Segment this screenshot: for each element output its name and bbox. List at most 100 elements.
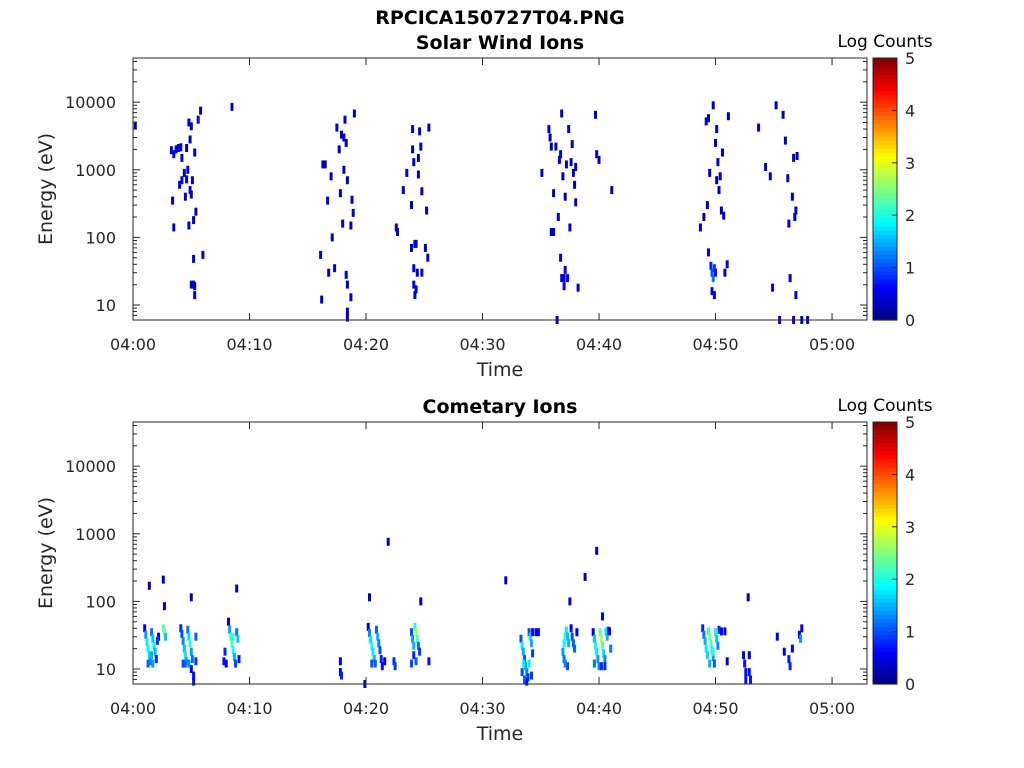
panel-solar-wind: Solar Wind Ions 04:00 04:10 04:20 04:30 04:4… [35,32,933,381]
colorbar-segment [873,540,897,546]
heatmap-cell [335,123,339,132]
colorbar-segment [873,229,897,235]
panel-title-solar-wind: Solar Wind Ions [416,32,584,54]
colorbar-segment [873,528,897,534]
colorbar-segment [873,184,897,190]
colorbar-segment [873,291,897,297]
colorbar-segment [873,598,897,603]
heatmap-cell [702,213,706,221]
heatmap-cell [151,659,155,668]
heatmap-cell [787,655,791,664]
figure-title: RPCICA150727T04.PNG [375,7,625,29]
heatmap-cell [412,651,416,660]
heatmap-cell [536,628,540,637]
heatmap-cell [190,655,194,664]
colorbar-tick-label: 3 [905,154,915,173]
colorbar-segment [873,111,897,116]
heatmap-cell [418,647,422,656]
heatmap-cell [604,627,608,636]
heatmap-cell [427,123,431,132]
colorbar-segment [873,557,897,562]
heatmap-cell [523,655,526,664]
heatmap-cell [603,655,607,664]
heatmap-cell [570,140,574,149]
heatmap-cell [531,649,535,658]
colorbar-segment [873,176,897,182]
heatmap-cell [418,127,422,136]
heatmap-cell [419,597,423,606]
heatmap-cell [192,254,196,263]
heatmap-cell [716,158,720,167]
heatmap-cell [186,625,190,634]
heatmap-cell [199,106,203,115]
colorbar-segment [873,143,897,149]
heatmap-cell [416,153,420,162]
heatmap-cell [504,576,508,585]
colorbar-segment [873,622,897,628]
heatmap-cell [573,644,577,653]
colorbar-segment [873,589,897,595]
heatmap-cell [427,657,431,666]
heatmap-cell [411,125,415,134]
colorbar-segment [873,156,897,161]
colorbar-segment [873,487,897,493]
heatmap-cell [790,192,794,201]
heatmap-cell [370,641,374,650]
colorbar-segment [873,119,897,125]
x-tick-label: 04:30 [459,699,505,718]
x-tick-label: 04:20 [343,335,389,354]
heatmap-cell [564,626,568,635]
colorbar-segment [873,524,897,530]
heatmap-cell [563,659,567,668]
colorbar-segment [873,315,897,321]
heatmap-cell [426,253,430,262]
heatmap-cell [540,168,544,177]
heatmap-cell [567,125,571,134]
heatmap-cell [595,647,599,656]
heatmap-cell [370,659,374,668]
heatmap-cell [714,268,717,277]
heatmap-cell [192,216,196,225]
heatmap-cell [326,196,330,205]
heatmap-cell [164,632,168,641]
heatmap-cell [568,223,572,232]
y-tick-label: 10000 [65,93,116,112]
heatmap-cell [595,546,599,555]
heatmap-cell [795,152,799,160]
heatmap-cell [571,168,575,177]
colorbar-segment [873,152,897,157]
heatmap-cell [188,135,192,144]
colorbar-segment [873,630,897,636]
heatmap-cell [717,186,721,195]
heatmap-cell [608,627,611,636]
colorbar-segment [873,78,897,84]
heatmap-cell [350,195,354,204]
heatmap-cell [153,647,157,656]
heatmap-cell [793,213,797,221]
heatmap-cell [412,280,416,289]
heatmap-cell [342,165,346,174]
heatmap-cell [583,572,587,581]
heatmap-cell [711,274,715,283]
heatmap-cell [548,133,552,142]
heatmap-cell [704,644,708,653]
heatmap-cell [717,625,721,634]
heatmap-cell [189,190,193,199]
x-ticks-cometary: 04:00 04:10 04:20 04:30 04:40 04:50 05:00 [110,422,855,718]
colorbar-segment [873,643,897,648]
heatmap-cell [194,632,198,641]
heatmap-cell [150,651,154,660]
heatmap-cell [562,639,566,648]
heatmap-cell [337,145,341,154]
heatmap-cell [169,146,173,155]
heatmap-cell [716,641,720,650]
heatmap-cell [705,651,709,660]
heatmap-cell [708,632,712,641]
colorbar-tick-label: 1 [905,623,915,642]
heatmap-cell [156,636,159,645]
colorbar-segment [873,234,897,239]
heatmap-cell [383,657,387,666]
heatmap-cell [594,641,597,650]
colorbar-segment [873,189,897,194]
heatmap-cell [189,665,193,673]
